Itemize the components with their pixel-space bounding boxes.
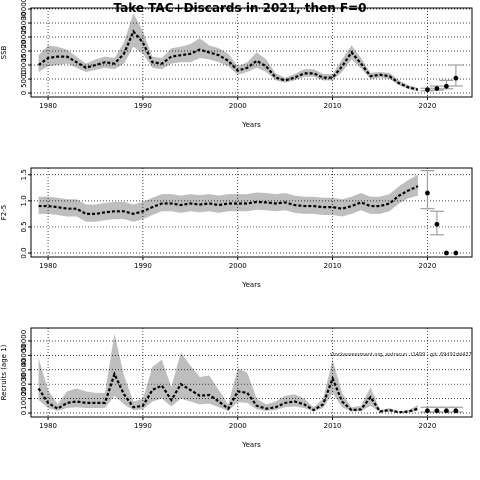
error-bar bbox=[448, 64, 463, 87]
x-tick-label: 2020 bbox=[419, 422, 437, 430]
projection-point bbox=[434, 86, 440, 91]
projection-point bbox=[434, 221, 440, 227]
x-tick-label: 1980 bbox=[39, 102, 57, 110]
projection-point bbox=[443, 408, 449, 414]
annotation: stockassessment.org, extrarun: t1499 - g… bbox=[330, 352, 472, 358]
x-tick-label: 2010 bbox=[324, 262, 342, 270]
x-tick-label: 1980 bbox=[39, 422, 57, 430]
projection-point bbox=[425, 87, 430, 93]
x-tick-label: 2020 bbox=[419, 102, 437, 110]
y-axis-label: F2-5 bbox=[0, 205, 8, 220]
x-axis-label: Years bbox=[241, 441, 261, 449]
y-tick-label: 30000 bbox=[20, 359, 28, 381]
projection-point bbox=[443, 83, 449, 89]
x-tick-label: 2010 bbox=[324, 422, 342, 430]
y-tick-label: 40000 bbox=[20, 344, 28, 366]
projection-point bbox=[453, 75, 459, 81]
plot-frame bbox=[30, 7, 473, 98]
panel: 1980 1990 2000 2010 2020 0 5000100001500020000… bbox=[0, 0, 473, 129]
x-tick-label: 2020 bbox=[419, 262, 437, 270]
y-tick-label: 20000 bbox=[20, 26, 28, 48]
projection-point bbox=[425, 190, 430, 196]
x-tick-label: 1990 bbox=[134, 102, 152, 110]
y-tick-label: 0.5 bbox=[20, 221, 28, 232]
estimate-line bbox=[38, 185, 419, 216]
y-tick-label: 20000 bbox=[20, 373, 28, 395]
projection-point bbox=[425, 408, 430, 414]
estimate-line bbox=[37, 29, 419, 91]
error-bar bbox=[420, 170, 435, 210]
x-tick-label: 2000 bbox=[229, 262, 247, 270]
y-tick-label: 30000 bbox=[20, 0, 28, 20]
x-tick-label: 1990 bbox=[134, 422, 152, 430]
y-tick-label: 15000 bbox=[20, 40, 28, 62]
plot-frame bbox=[30, 327, 473, 418]
x-tick-label: 2000 bbox=[229, 422, 247, 430]
y-tick-label: 10000 bbox=[20, 387, 28, 409]
y-tick-label: 0 bbox=[20, 411, 28, 415]
projection-point bbox=[453, 250, 459, 256]
x-tick-label: 1980 bbox=[39, 262, 57, 270]
x-axis-label: Years bbox=[241, 281, 261, 289]
panel: 1980 1990 2000 2010 2020 0.0 0.5 1.0 1.5 Years F2-… bbox=[0, 167, 473, 289]
projection-point bbox=[434, 408, 440, 414]
x-tick-label: 2000 bbox=[229, 102, 247, 110]
y-tick-label: 0 bbox=[20, 91, 28, 95]
x-tick-label: 2010 bbox=[324, 102, 342, 110]
y-axis-label: Recruits (age 1) bbox=[0, 344, 8, 400]
confidence-band bbox=[38, 174, 418, 222]
y-tick-label: 0.0 bbox=[20, 247, 28, 258]
x-axis-label: Years bbox=[241, 121, 261, 129]
y-axis-label: SSB bbox=[0, 45, 8, 59]
y-tick-label: 25000 bbox=[20, 12, 28, 34]
y-tick-label: 10000 bbox=[20, 54, 28, 76]
estimate-line bbox=[37, 371, 419, 414]
plot-frame bbox=[30, 167, 473, 258]
y-tick-label: 1.5 bbox=[20, 169, 28, 180]
projection-point bbox=[443, 250, 449, 256]
x-tick-label: 1990 bbox=[134, 262, 152, 270]
panel: 1980 1990 2000 2010 2020 0 1000020000300004000… bbox=[0, 327, 473, 449]
y-tick-label: 5000 bbox=[20, 70, 28, 88]
y-tick-label: 50000 bbox=[20, 330, 28, 352]
y-tick-label: 1.0 bbox=[20, 195, 28, 206]
projection-point bbox=[453, 408, 459, 414]
